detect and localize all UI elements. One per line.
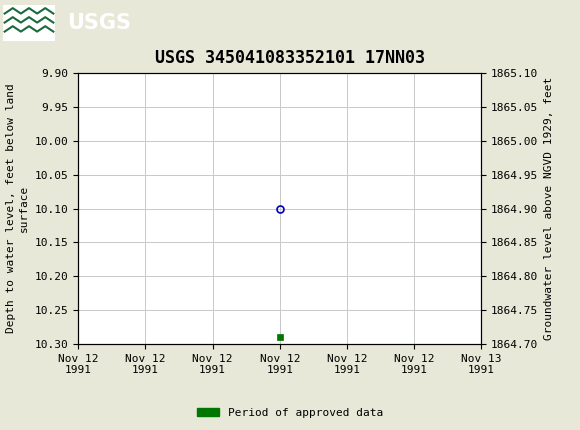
Legend: Period of approved data: Period of approved data <box>193 403 387 422</box>
Y-axis label: Depth to water level, feet below land
surface: Depth to water level, feet below land su… <box>6 84 29 333</box>
Text: USGS 345041083352101 17NN03: USGS 345041083352101 17NN03 <box>155 49 425 67</box>
Text: USGS: USGS <box>67 12 130 33</box>
Bar <box>3 4 55 41</box>
Y-axis label: Groundwater level above NGVD 1929, feet: Groundwater level above NGVD 1929, feet <box>544 77 554 340</box>
